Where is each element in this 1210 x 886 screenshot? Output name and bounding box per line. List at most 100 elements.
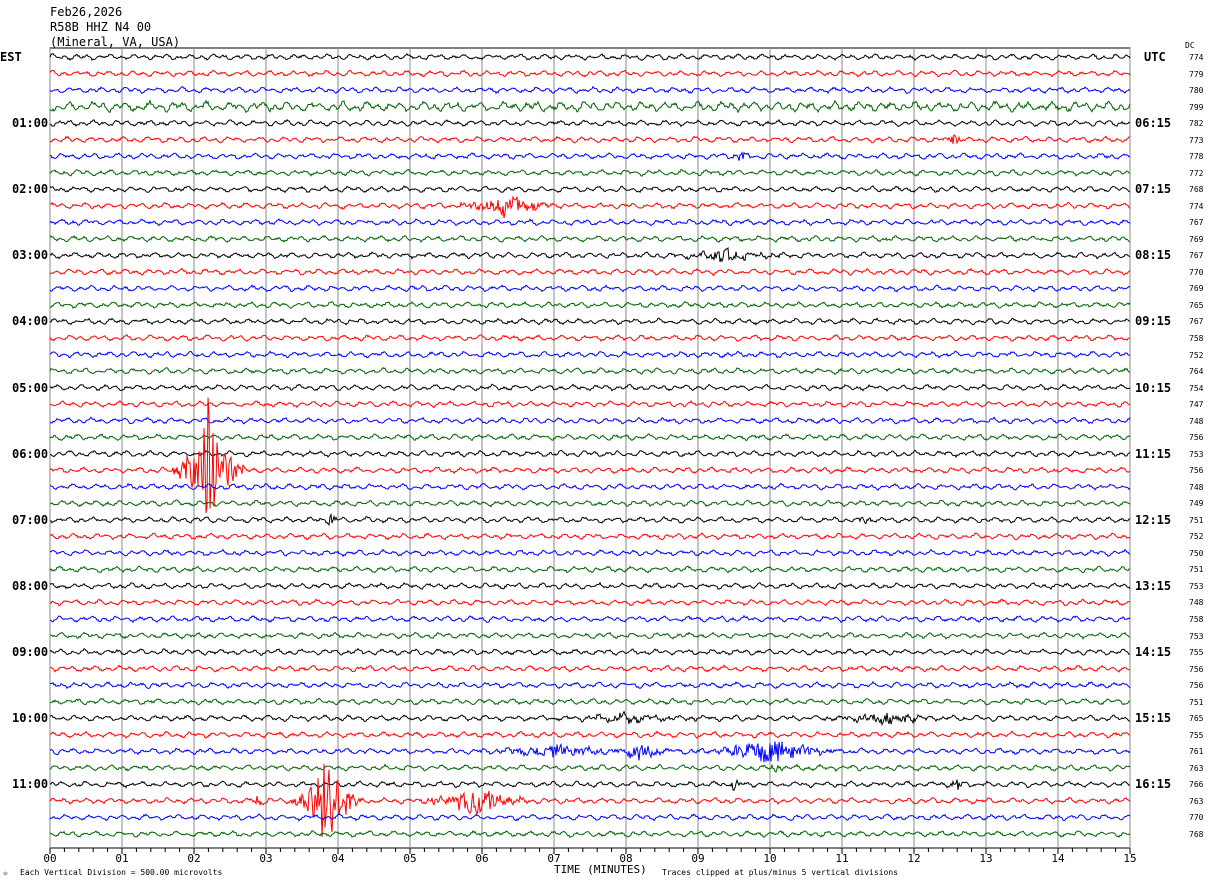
est-time-label: 11:00: [12, 777, 49, 792]
utc-time-label: 07:15: [1135, 182, 1172, 197]
dc-offset-value: 778: [1189, 152, 1204, 162]
seismic-trace: [49, 85, 1131, 95]
seismic-trace: [49, 234, 1131, 243]
est-time-label: 06:00: [12, 446, 49, 461]
seismic-trace: [49, 416, 1131, 425]
utc-time-label: 15:15: [1135, 711, 1172, 726]
x-tick-label: 03: [259, 852, 272, 865]
est-time-label: 08:00: [12, 578, 49, 593]
x-tick-label: 15: [1123, 852, 1136, 865]
seismic-trace: [49, 168, 1131, 177]
seismic-trace: [49, 763, 1131, 773]
seismic-trace: [49, 548, 1131, 558]
seismic-trace: [50, 730, 1131, 739]
dc-offset-value: 754: [1189, 383, 1204, 393]
x-tick-label: 01: [115, 852, 128, 865]
dc-offset-value: 756: [1189, 681, 1204, 691]
dc-offset-value: 751: [1189, 697, 1204, 707]
utc-time-label: 06:15: [1135, 116, 1172, 131]
dc-offset-value: 769: [1189, 234, 1204, 244]
utc-time-label: 10:15: [1135, 380, 1172, 395]
dc-offset-value: 752: [1189, 532, 1204, 542]
seismic-trace: [49, 317, 1131, 326]
seismic-trace: [49, 433, 1131, 442]
seismic-trace: [49, 741, 1131, 763]
utc-time-label: 08:15: [1135, 248, 1172, 263]
seismic-trace: [49, 300, 1131, 309]
dc-offset-value: 770: [1189, 267, 1204, 277]
seismic-trace: [49, 829, 1131, 838]
scale-note: Each Vertical Division = 500.00 microvol…: [20, 868, 223, 877]
dc-offset-value: 767: [1189, 251, 1204, 261]
dc-offset-value: 782: [1189, 119, 1204, 129]
dc-offset-value: 748: [1189, 482, 1204, 492]
utc-time-label: 09:15: [1135, 314, 1172, 329]
seismic-trace: [49, 680, 1131, 690]
utc-time-label: 14:15: [1135, 645, 1172, 660]
seismic-trace: [49, 350, 1131, 359]
seismic-trace: [49, 99, 1131, 114]
dc-offset-value: 774: [1189, 53, 1204, 62]
dc-offset-value: 765: [1189, 300, 1204, 310]
x-axis-label: TIME (MINUTES): [554, 863, 647, 876]
seismic-trace: [49, 399, 1131, 409]
seismic-trace: [49, 710, 1131, 727]
est-time-label: 02:00: [12, 182, 49, 197]
seismic-trace: [49, 218, 1131, 227]
seismic-trace: [49, 334, 1131, 342]
seismic-trace: [49, 482, 1131, 491]
seismic-trace: [49, 267, 1131, 276]
x-tick-label: 13: [979, 852, 992, 865]
seismic-trace: [49, 647, 1130, 657]
dc-offset-value: 768: [1189, 185, 1204, 195]
dc-offset-value: 767: [1189, 317, 1204, 327]
dc-offset-value: 753: [1189, 581, 1204, 591]
dc-title: DC: [1185, 41, 1195, 50]
seismic-trace: [49, 565, 1130, 574]
dc-offset-value: 779: [1189, 69, 1204, 79]
est-time-label: 01:00: [12, 116, 49, 131]
seismic-trace: [49, 614, 1131, 624]
x-tick-label: 08: [619, 852, 632, 865]
seismic-trace: [49, 664, 1131, 673]
dc-offset-value: 758: [1189, 334, 1204, 343]
dc-offset-value: 756: [1189, 433, 1204, 443]
x-tick-label: 05: [403, 852, 416, 865]
dc-offset-value: 753: [1189, 631, 1204, 641]
dc-offset-value: 748: [1189, 416, 1204, 426]
seismic-trace: [49, 813, 1131, 822]
est-time-label: 07:00: [12, 512, 49, 527]
seismic-trace: [49, 631, 1131, 640]
x-tick-label: 11: [835, 852, 848, 865]
dc-offset-value: 772: [1189, 168, 1204, 178]
est-axis-title: EST: [0, 50, 22, 64]
dc-offset-value: 749: [1189, 499, 1204, 509]
dc-offset-value: 763: [1189, 796, 1204, 806]
dc-offset-value: 774: [1189, 201, 1204, 211]
seismic-trace: [49, 499, 1131, 508]
seismic-trace: [49, 778, 1131, 791]
utc-time-label: 11:15: [1135, 446, 1172, 461]
dc-offset-value: 799: [1189, 102, 1204, 112]
dc-offset-value: 761: [1189, 747, 1204, 757]
x-tick-label: 12: [907, 852, 920, 865]
dc-offset-value: 780: [1189, 86, 1204, 96]
dc-offset-value: 751: [1189, 565, 1204, 575]
dc-offset-value: 766: [1189, 780, 1204, 790]
dc-offset-value: 750: [1189, 548, 1204, 558]
plot-frame: [49, 47, 1131, 849]
utc-time-label: 12:15: [1135, 512, 1172, 527]
seismic-trace: [49, 581, 1131, 591]
seismic-trace: [49, 449, 1131, 459]
dc-offset-value: 751: [1189, 515, 1204, 525]
est-time-label: 05:00: [12, 380, 49, 395]
logo-icon: ⚛: [3, 869, 8, 878]
dc-offset-value: 756: [1189, 664, 1204, 674]
seismic-trace: [49, 367, 1131, 376]
utc-axis-title: UTC: [1144, 50, 1166, 64]
seismic-trace: [49, 763, 1131, 837]
seismic-trace: [49, 532, 1131, 541]
location-label: (Mineral, VA, USA): [50, 35, 181, 49]
utc-time-label: 13:15: [1135, 578, 1172, 593]
seismic-trace: [49, 697, 1131, 707]
